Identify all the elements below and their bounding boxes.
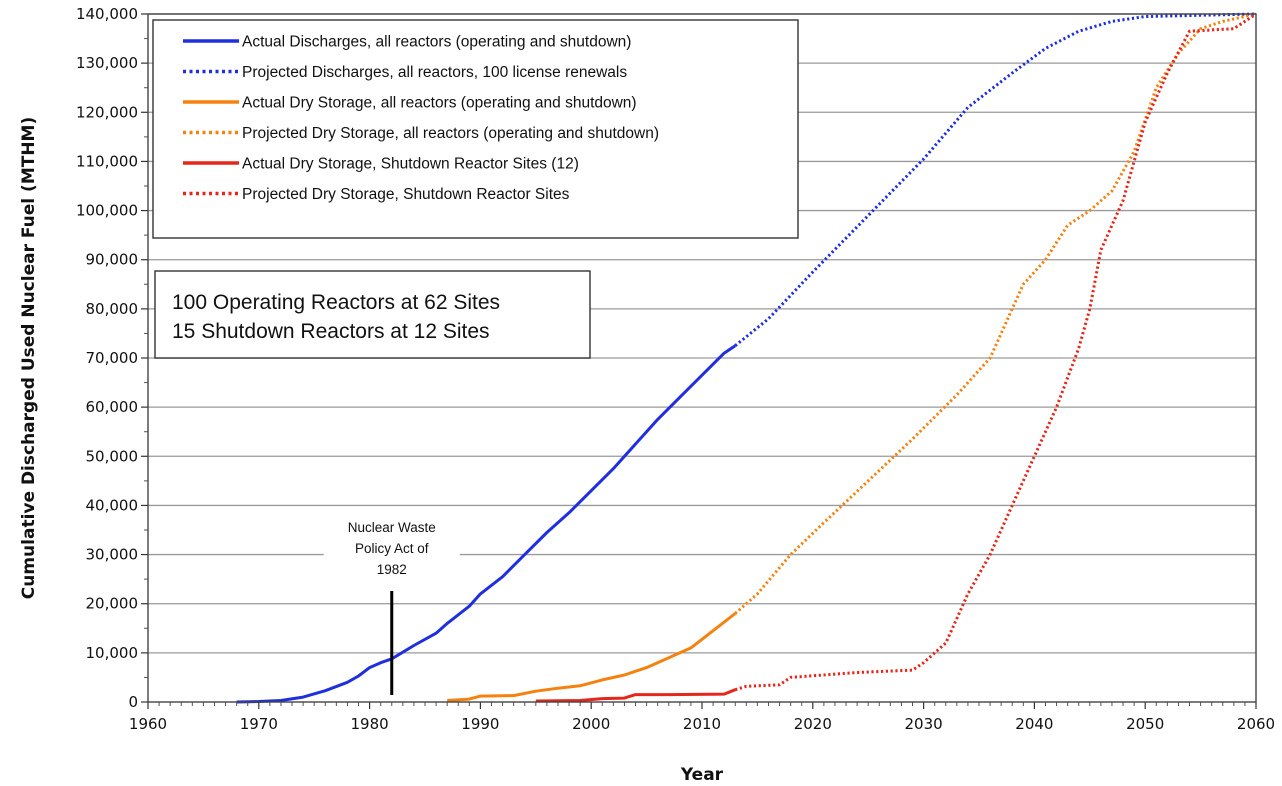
y-tick-label: 110,000 xyxy=(76,152,138,170)
y-tick-label: 10,000 xyxy=(86,644,139,662)
info-box-line: 100 Operating Reactors at 62 Sites xyxy=(172,291,500,314)
x-axis-title: Year xyxy=(680,765,724,785)
legend-label: Actual Dry Storage, Shutdown Reactor Sit… xyxy=(242,156,579,173)
y-tick-label: 100,000 xyxy=(76,202,138,220)
series-line-1 xyxy=(236,344,737,704)
legend-label: Projected Discharges, all reactors, 100 … xyxy=(242,64,627,81)
y-tick-label: 0 xyxy=(128,693,138,711)
overlay-layer: Actual Discharges, all reactors (operati… xyxy=(152,19,799,695)
x-tick-label: 1980 xyxy=(351,715,389,733)
legend-label: Actual Discharges, all reactors (operati… xyxy=(242,34,631,51)
x-tick-label: 2030 xyxy=(905,715,943,733)
y-tick-label: 40,000 xyxy=(86,496,139,514)
series-line-2 xyxy=(734,12,1257,347)
axis-layer: 0 10,000 20,000 30,000 40,000 50,000 60,000 70,… xyxy=(19,5,1275,785)
series-layer xyxy=(236,12,1257,704)
annotation-text: Nuclear Waste xyxy=(348,520,436,535)
y-axis-title: Cumulative Discharged Used Nuclear Fuel … xyxy=(19,117,39,599)
y-tick-label: 80,000 xyxy=(86,300,139,318)
plot-frame xyxy=(147,13,1257,703)
x-tick-label: 2000 xyxy=(572,715,610,733)
series-line-5 xyxy=(535,688,736,703)
x-tick-label: 2020 xyxy=(794,715,832,733)
x-tick-label: 2010 xyxy=(683,715,721,733)
annotation-bg xyxy=(323,514,460,586)
legend-label: Projected Dry Storage, all reactors (ope… xyxy=(242,125,659,142)
series-line-3 xyxy=(447,612,737,702)
y-tick-label: 130,000 xyxy=(76,54,138,72)
legend-box xyxy=(152,19,799,239)
legend-label: Actual Dry Storage, all reactors (operat… xyxy=(242,95,637,112)
info-box-line: 15 Shutdown Reactors at 12 Sites xyxy=(172,320,490,343)
annotation-text: 1982 xyxy=(377,562,407,577)
y-tick-label: 70,000 xyxy=(86,349,139,367)
y-tick-label: 140,000 xyxy=(76,5,138,23)
annotation-text: Policy Act of xyxy=(355,541,429,556)
y-tick-label: 20,000 xyxy=(86,595,139,613)
x-tick-label: 1970 xyxy=(240,715,278,733)
x-tick-label: 1960 xyxy=(129,715,167,733)
y-tick-label: 120,000 xyxy=(76,103,138,121)
x-tick-label: 2050 xyxy=(1126,715,1164,733)
y-tick-label: 30,000 xyxy=(86,546,139,564)
y-tick-label: 90,000 xyxy=(86,251,139,269)
series-line-6 xyxy=(734,12,1257,692)
x-tick-label: 2040 xyxy=(1015,715,1053,733)
y-tick-label: 50,000 xyxy=(86,447,139,465)
x-tick-label: 2060 xyxy=(1237,715,1275,733)
series-line-4 xyxy=(734,12,1257,615)
legend-label: Projected Dry Storage, Shutdown Reactor … xyxy=(242,186,570,203)
y-tick-label: 60,000 xyxy=(86,398,139,416)
info-box xyxy=(154,270,591,359)
x-tick-label: 1990 xyxy=(461,715,499,733)
